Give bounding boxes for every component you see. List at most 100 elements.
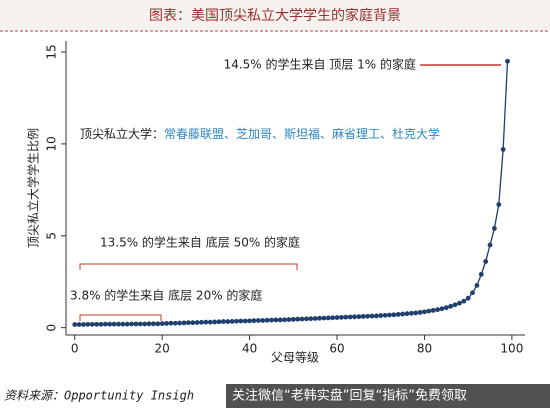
x-tick-label: 0 [71, 342, 79, 356]
point [216, 319, 222, 325]
point [72, 322, 78, 327]
point [299, 316, 305, 322]
point [400, 311, 405, 317]
point [304, 316, 309, 322]
point [199, 319, 204, 325]
point [457, 300, 462, 306]
point [273, 317, 279, 323]
point [312, 316, 318, 321]
bracket [79, 314, 162, 321]
point [404, 311, 410, 317]
watermark-bg [226, 384, 550, 408]
point [308, 316, 314, 322]
point [81, 322, 86, 327]
point [242, 318, 248, 324]
point [435, 307, 440, 313]
point [334, 315, 340, 320]
point [107, 321, 113, 327]
point [220, 319, 226, 324]
point [164, 321, 169, 326]
point [360, 314, 366, 319]
point [408, 310, 414, 316]
point [505, 58, 510, 64]
point [76, 322, 82, 327]
point [172, 320, 178, 326]
y-tick-label: 10 [45, 136, 59, 151]
point [98, 321, 104, 327]
point [369, 313, 375, 319]
point [133, 321, 139, 327]
point [365, 313, 371, 319]
point [186, 320, 191, 326]
point [422, 309, 427, 315]
point [347, 314, 353, 320]
point [496, 202, 502, 207]
header-bg [0, 0, 550, 30]
point [102, 321, 108, 327]
point [85, 321, 91, 327]
point [352, 314, 357, 320]
point [325, 315, 331, 321]
point [181, 320, 187, 326]
x-axis-label: 父母等级 [271, 351, 319, 365]
series-line [74, 61, 509, 326]
point [339, 314, 344, 320]
point [146, 321, 152, 327]
point [426, 308, 432, 314]
point [448, 303, 454, 309]
point [439, 306, 445, 312]
point [247, 318, 253, 324]
point [413, 310, 419, 316]
y-tick-label: 0 [45, 324, 59, 332]
watermark: 关注微信“老韩实盘”回复“指标”免费领取 [232, 388, 467, 404]
x-tick-label: 60 [329, 342, 344, 356]
point [474, 282, 480, 288]
point [120, 321, 126, 327]
y-tick-label: 5 [45, 232, 59, 240]
point [321, 315, 327, 321]
point [264, 317, 270, 323]
point [124, 321, 130, 327]
point [290, 316, 296, 322]
point [168, 320, 174, 326]
x-tick-label: 20 [155, 342, 170, 356]
point [155, 321, 161, 327]
point [212, 319, 218, 325]
point [317, 315, 322, 321]
point [116, 321, 121, 327]
chart-title: 图表：美国顶尖私立大学学生的家庭背景 [149, 7, 401, 24]
point [137, 321, 143, 327]
point [142, 321, 148, 327]
point [452, 302, 458, 308]
point [194, 320, 200, 325]
point [382, 312, 388, 318]
point [483, 259, 489, 264]
point [207, 319, 213, 325]
point [465, 295, 471, 301]
point [277, 317, 283, 323]
point [373, 313, 379, 319]
point [487, 242, 493, 248]
point [478, 271, 484, 277]
point [470, 290, 475, 296]
point [282, 317, 287, 323]
annotation-bottom20: 3.8% 的学生来自 底层 20% 的家庭 [70, 288, 262, 303]
point [94, 321, 99, 327]
point [260, 318, 266, 323]
point [229, 319, 235, 324]
point [89, 321, 95, 327]
x-tick-label: 100 [500, 342, 523, 356]
y-axis-label: 顶尖私立大学学生比例 [26, 128, 41, 248]
x-tick-label: 40 [242, 342, 257, 356]
annotation-schools: 顶尖私立大学：常春藤联盟、芝加哥、斯坦福、麻省理工、杜克大学 [80, 126, 440, 141]
point [177, 320, 183, 326]
point [417, 309, 423, 315]
x-tick-label: 80 [417, 342, 432, 356]
y-tick-label: 15 [45, 44, 59, 59]
point [430, 307, 436, 313]
point [255, 318, 261, 323]
point [269, 317, 274, 323]
point [286, 317, 292, 322]
point [295, 316, 301, 322]
